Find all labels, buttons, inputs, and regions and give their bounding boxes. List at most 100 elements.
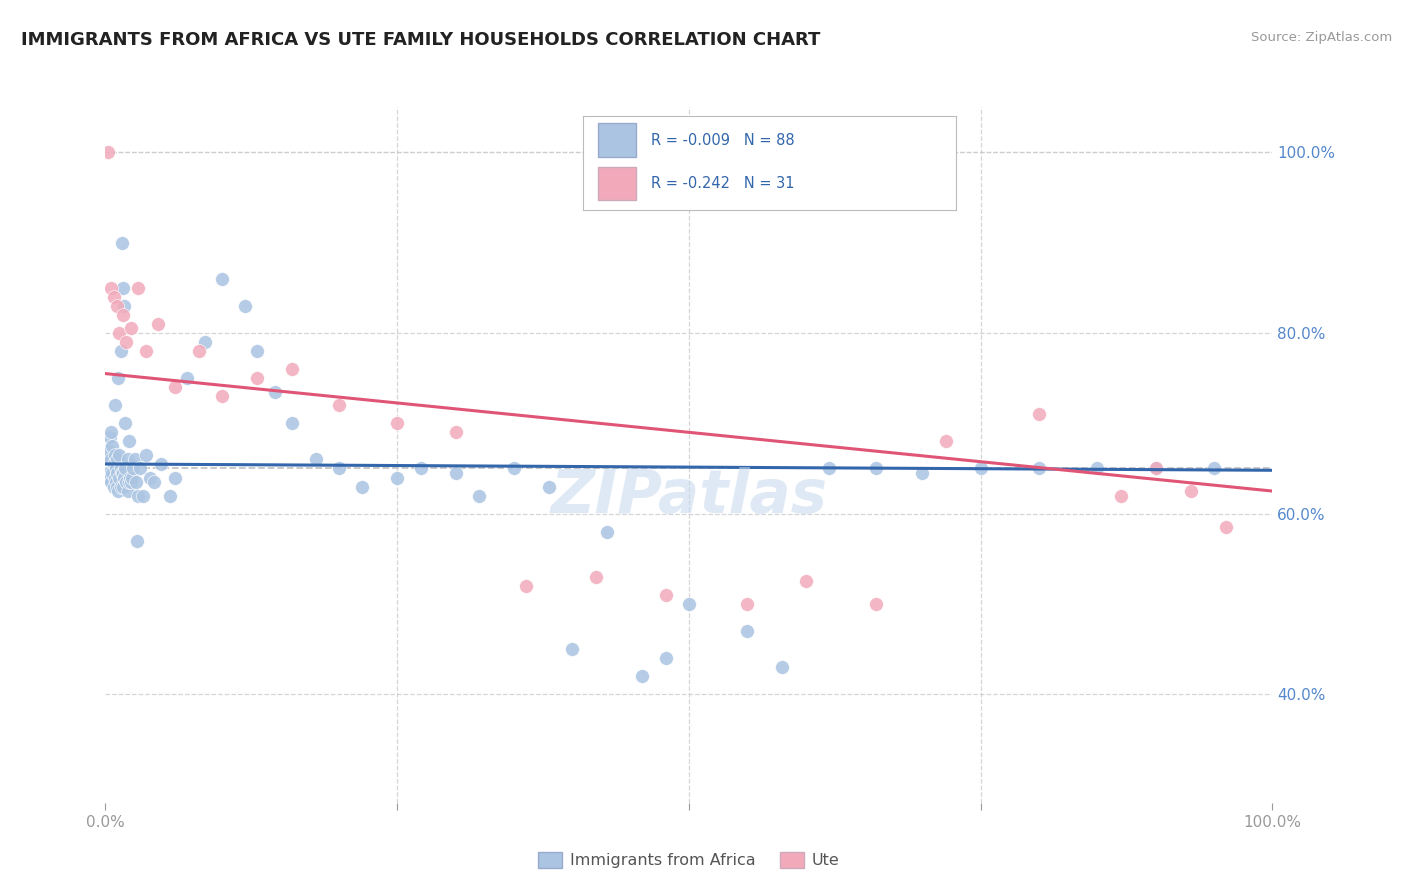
Point — [281, 362, 304, 376]
Legend: Immigrants from Africa, Ute: Immigrants from Africa, Ute — [531, 846, 846, 875]
Point — [97, 452, 120, 467]
Bar — [599, 167, 636, 201]
Point — [135, 344, 157, 359]
Point — [111, 281, 134, 295]
Point — [107, 484, 129, 499]
Point — [935, 434, 957, 449]
Point — [281, 417, 304, 431]
Point — [98, 470, 121, 484]
Point — [794, 574, 817, 589]
Point — [132, 489, 155, 503]
Point — [385, 470, 408, 484]
Point — [737, 624, 759, 639]
Point — [121, 470, 143, 484]
Point — [246, 344, 269, 359]
Point — [150, 457, 173, 471]
Point — [444, 466, 467, 480]
Point — [104, 475, 127, 489]
Point — [159, 489, 181, 503]
Point — [105, 452, 128, 467]
Point — [105, 479, 128, 493]
Point — [100, 425, 122, 440]
Point — [135, 448, 157, 462]
Point — [117, 484, 139, 499]
Point — [502, 461, 524, 475]
Point — [263, 384, 285, 399]
Point — [1085, 461, 1108, 475]
Point — [654, 588, 676, 602]
Point — [103, 290, 125, 304]
Point — [211, 389, 233, 403]
Point — [118, 434, 141, 449]
Point — [111, 479, 134, 493]
Point — [139, 470, 162, 484]
Point — [111, 466, 134, 480]
Point — [107, 371, 129, 385]
Point — [100, 281, 122, 295]
Point — [1109, 489, 1132, 503]
Point — [1180, 484, 1202, 499]
Point — [115, 334, 138, 349]
Point — [444, 425, 467, 440]
Point — [105, 299, 128, 313]
Point — [120, 321, 142, 335]
Point — [125, 475, 148, 489]
Point — [1028, 461, 1050, 475]
Point — [110, 344, 132, 359]
Point — [98, 430, 121, 444]
Point — [120, 475, 142, 489]
Point — [176, 371, 198, 385]
Point — [104, 461, 127, 475]
Text: IMMIGRANTS FROM AFRICA VS UTE FAMILY HOUSEHOLDS CORRELATION CHART: IMMIGRANTS FROM AFRICA VS UTE FAMILY HOU… — [21, 31, 821, 49]
Point — [127, 281, 149, 295]
Point — [124, 452, 146, 467]
Point — [111, 235, 134, 250]
Point — [108, 470, 131, 484]
Point — [165, 380, 187, 394]
Point — [104, 398, 127, 412]
Point — [970, 461, 993, 475]
Point — [246, 371, 269, 385]
Point — [654, 651, 676, 665]
Point — [100, 452, 122, 467]
Point — [117, 452, 139, 467]
Text: R = -0.242   N = 31: R = -0.242 N = 31 — [651, 176, 794, 191]
Point — [1202, 461, 1225, 475]
Point — [194, 334, 217, 349]
Point — [112, 470, 135, 484]
Bar — [599, 123, 636, 157]
Point — [235, 299, 257, 313]
Point — [537, 479, 560, 493]
Point — [101, 439, 124, 453]
Point — [110, 479, 132, 493]
Point — [631, 669, 654, 683]
Point — [118, 470, 141, 484]
Point — [127, 489, 149, 503]
Text: Source: ZipAtlas.com: Source: ZipAtlas.com — [1251, 31, 1392, 45]
Point — [101, 466, 124, 480]
Point — [110, 461, 132, 475]
Point — [146, 317, 169, 331]
Point — [1144, 461, 1167, 475]
Point — [409, 461, 432, 475]
Point — [103, 457, 125, 471]
Point — [104, 470, 127, 484]
Point — [515, 579, 537, 593]
Point — [911, 466, 934, 480]
Point — [328, 398, 350, 412]
Point — [585, 570, 607, 584]
Point — [129, 461, 152, 475]
Point — [97, 443, 120, 458]
Point — [865, 461, 887, 475]
Text: R = -0.009   N = 88: R = -0.009 N = 88 — [651, 133, 794, 148]
Point — [1144, 461, 1167, 475]
Point — [304, 452, 326, 467]
Point — [596, 524, 619, 539]
Point — [1028, 407, 1050, 421]
Point — [105, 466, 128, 480]
Point — [770, 660, 793, 674]
Point — [111, 308, 134, 322]
Point — [737, 597, 759, 611]
Point — [114, 461, 136, 475]
Point — [114, 417, 136, 431]
